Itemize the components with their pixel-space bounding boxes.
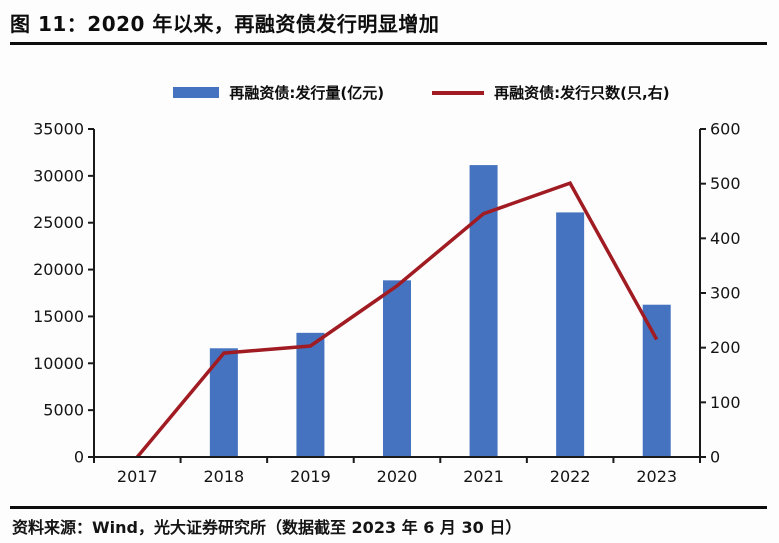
- right-axis-tick-label: 0: [710, 448, 720, 467]
- issuance-count-line: [135, 180, 659, 459]
- line-series-label: 再融资债:发行只数(只,右): [494, 84, 670, 102]
- left-axis-tick-label: 25000: [33, 213, 84, 232]
- bar-series-label: 再融资债:发行量(亿元): [229, 84, 385, 102]
- figure-title: 图 11：2020 年以来，再融资债发行明显增加: [10, 12, 440, 36]
- x-axis-label-2017: 2017: [117, 467, 158, 486]
- bar-2020: [383, 280, 411, 457]
- bar-2019: [296, 332, 325, 457]
- right-axis-tick-label: 200: [710, 338, 741, 357]
- footer-divider: [10, 506, 767, 509]
- source-note: 资料来源：Wind，光大证券研究所（数据截至 2023 年 6 月 30 日）: [12, 518, 522, 537]
- left-axis-tick-label: 15000: [33, 307, 84, 326]
- x-axis-label-2023: 2023: [636, 467, 677, 486]
- left-axis-tick-label: 0: [74, 448, 84, 467]
- left-axis-tick-label: 20000: [33, 260, 84, 279]
- bar-2023: [642, 304, 671, 457]
- bar-series-swatch: [173, 87, 220, 98]
- right-axis-tick-label: 300: [710, 284, 741, 303]
- legend-item-bar-series: 再融资债:发行量(亿元): [173, 82, 384, 103]
- left-axis-tick-label: 5000: [43, 401, 84, 420]
- x-axis-label-2019: 2019: [290, 467, 331, 486]
- chart-legend: 再融资债:发行量(亿元) 再融资债:发行只数(只,右): [0, 82, 779, 103]
- x-axis-label-2018: 2018: [203, 467, 244, 486]
- right-axis-tick-label: 600: [710, 120, 741, 139]
- bar-2022: [556, 212, 585, 457]
- line-series-swatch: [432, 90, 485, 95]
- x-axis-label-2021: 2021: [463, 467, 504, 486]
- left-axis-tick-label: 10000: [33, 354, 84, 373]
- right-axis-tick-label: 100: [710, 393, 741, 412]
- right-axis-tick-label: 400: [710, 229, 741, 248]
- right-axis-tick-label: 500: [710, 174, 741, 193]
- left-axis-tick-label: 30000: [33, 166, 84, 185]
- legend-item-line-series: 再融资债:发行只数(只,右): [432, 82, 670, 103]
- title-divider: [10, 42, 767, 45]
- x-axis-label-2022: 2022: [550, 467, 591, 486]
- x-axis-label-2020: 2020: [377, 467, 418, 486]
- left-axis-tick-label: 35000: [33, 120, 84, 139]
